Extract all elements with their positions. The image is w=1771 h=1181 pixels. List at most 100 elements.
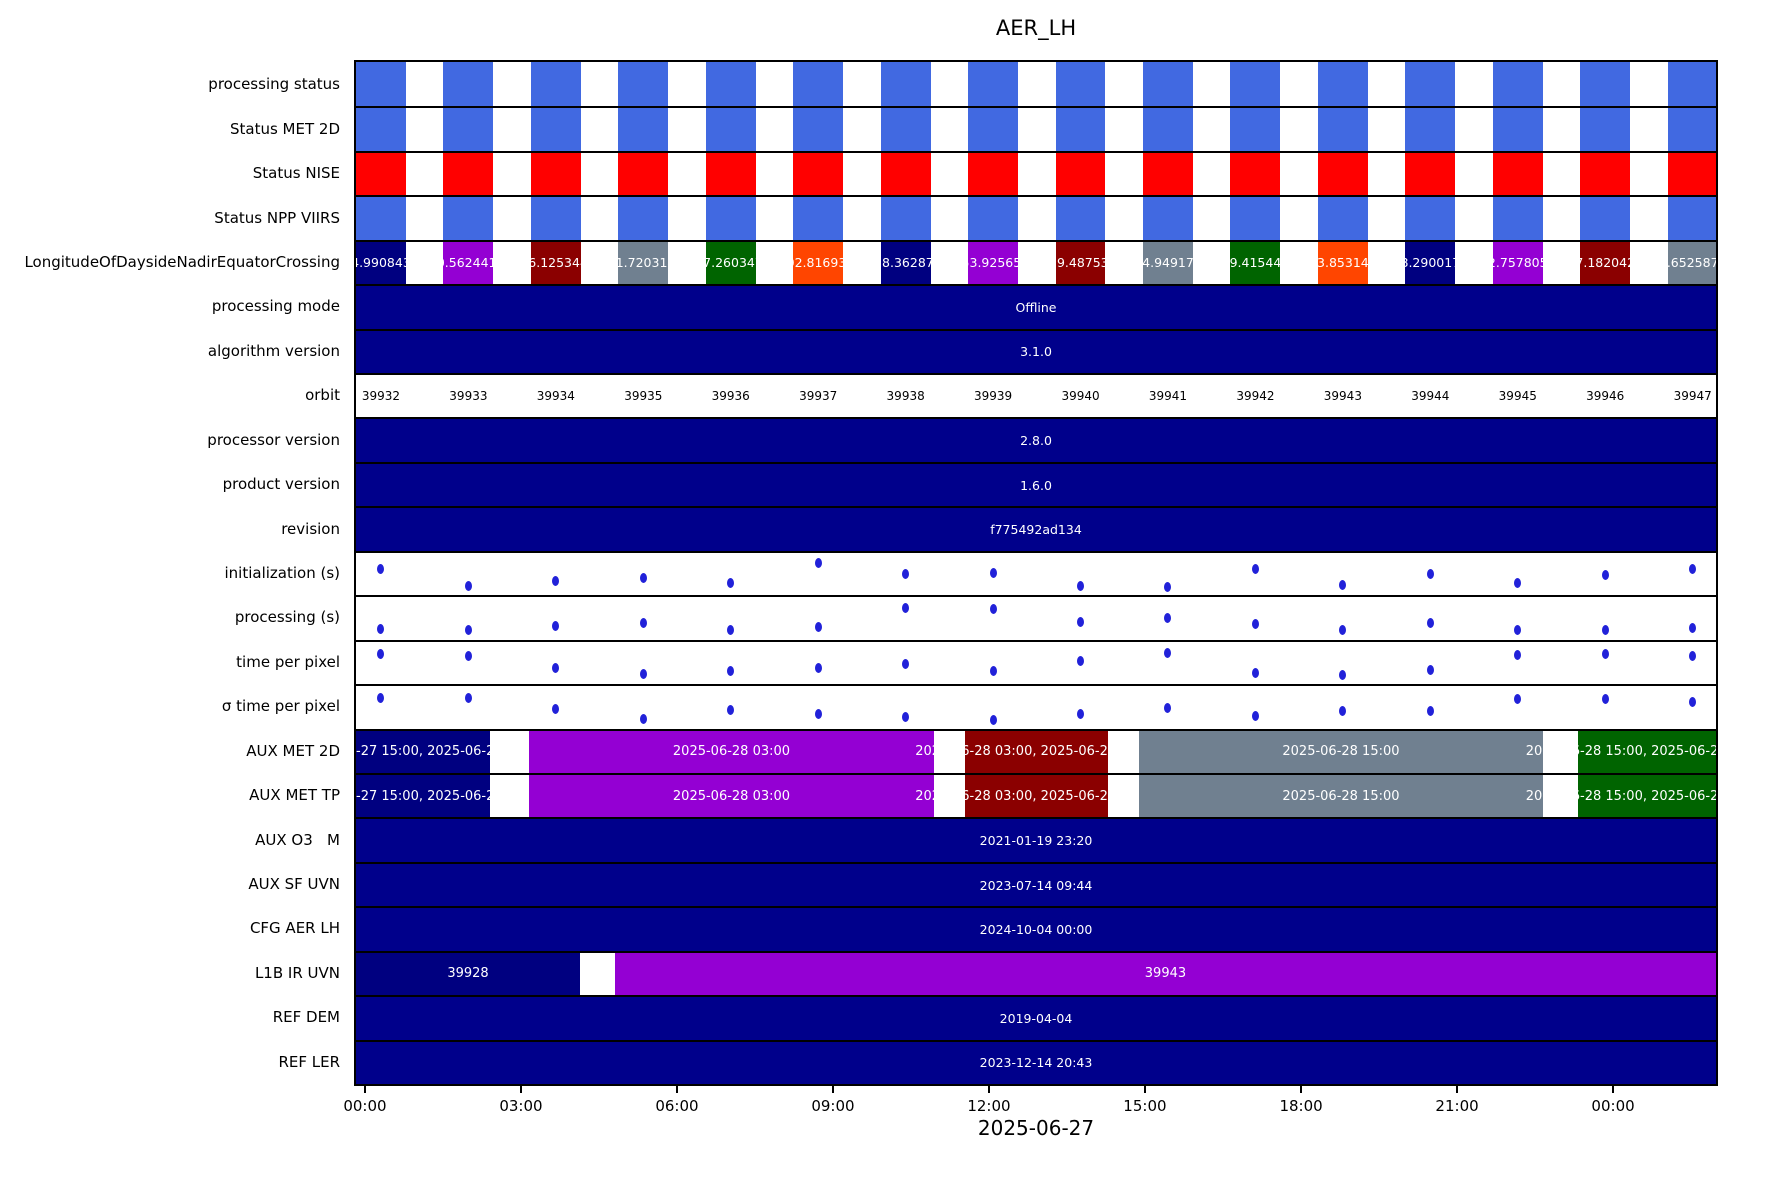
granule-block (1317, 62, 1368, 107)
granule-value: 78.2900177 (1392, 255, 1469, 271)
orbit-number: 39941 (1148, 389, 1188, 404)
granule-block (1143, 108, 1193, 151)
scatter-dot (902, 659, 910, 670)
granule-block: 154.9491732 (1126, 241, 1210, 285)
granule-block (1317, 108, 1368, 151)
orbit-number: 39933 (449, 389, 488, 404)
granule-block (443, 62, 494, 107)
full-row-bar: 2023-12-14 20:43 (356, 1041, 1716, 1084)
scatter-dot (377, 649, 385, 660)
scatter-dot (552, 621, 560, 632)
granule-block (356, 108, 406, 151)
granule-block (705, 62, 756, 107)
row-aux-sf-uvn: 2023-07-14 09:44 (356, 861, 1716, 907)
row-ref-ler: 2023-12-14 20:43 (356, 1039, 1716, 1084)
row-label-status-npp-viirs: Status NPP VIIRS (214, 208, 340, 227)
granule-block (1580, 62, 1631, 107)
plot-area: 24.9908435 -0.5624415 -26.1253448 -51.72031… (354, 60, 1718, 1086)
scatter-dot (989, 666, 997, 677)
row-label-l1b-ir-uvn: L1B IR UVN (254, 963, 340, 982)
orbit-number: 39942 (1236, 389, 1275, 404)
scatter-dot (814, 662, 822, 673)
granule-block (1143, 197, 1193, 240)
granule-block (1143, 152, 1193, 196)
full-row-value: 2023-12-14 20:43 (979, 1055, 1093, 1071)
row-label-aux-o3-m: AUX O3 M (255, 830, 340, 849)
scatter-dot (1601, 569, 1609, 580)
scatter-dot (639, 669, 647, 680)
row-label-product-version: product version (222, 475, 340, 494)
granule-block: 129.4154461 (1214, 241, 1297, 285)
scatter-dot (727, 624, 735, 635)
granule-block (793, 197, 844, 240)
granule-block (618, 62, 669, 107)
orbit-number: 39939 (973, 389, 1013, 404)
x-tick (1612, 1086, 1615, 1093)
granule-block (1405, 108, 1456, 151)
full-row-value: Offline (1015, 299, 1057, 315)
full-row-bar: 3.1.0 (356, 330, 1716, 374)
granule-block (618, 152, 669, 196)
granule-block: -51.7203149 (603, 241, 683, 285)
orbit-number: 39940 (1061, 389, 1100, 404)
granule-block (1055, 108, 1106, 151)
granule-block (1055, 152, 1106, 196)
scatter-dot (1339, 705, 1347, 716)
granule-block (1492, 197, 1543, 240)
full-row-bar: Offline (356, 286, 1716, 329)
file-span: 2025-06-28 15:00, 2025-06-29 03:00 (1526, 730, 1716, 773)
scatter-dot (1251, 711, 1259, 722)
scatter-dot (902, 568, 910, 579)
scatter-dot (1689, 697, 1697, 708)
orbit-number: 39936 (711, 389, 750, 404)
row-label-processor-version: processor version (207, 430, 340, 449)
scatter-dot (727, 577, 735, 588)
scatter-dot (814, 621, 822, 632)
full-row-value: 1.6.0 (1020, 477, 1052, 493)
scatter-dot (1164, 647, 1172, 658)
granule-value: -179.4875323 (1036, 255, 1125, 271)
row-label-processing-status: processing status (208, 75, 340, 94)
row-time-per-pixel (356, 639, 1716, 684)
scatter-dot (1514, 649, 1522, 660)
granule-block (356, 197, 406, 240)
row-label-initialization-s: initialization (s) (224, 564, 340, 582)
row-label-ref-dem: REF DEM (272, 1008, 340, 1027)
scatter-dot (1601, 649, 1609, 660)
row-label-processing-s: processing (s) (234, 608, 340, 627)
file-span-label: 2025-06-28 03:00, 2025-06-28 15:00 (915, 788, 1158, 804)
scatter-dot (1426, 568, 1434, 579)
scatter-dot (1164, 612, 1172, 623)
full-row-value: f775492ad134 (990, 522, 1082, 538)
row-label-status-nise: Status NISE (252, 164, 340, 183)
scatter-dot (1339, 669, 1347, 680)
x-tick (1143, 1086, 1146, 1093)
x-tick (1456, 1086, 1459, 1093)
granule-value: -51.7203149 (603, 255, 684, 271)
granule-block (356, 152, 406, 196)
granule-value: 1.6525878 (1658, 255, 1718, 271)
scatter-dot (1689, 623, 1697, 634)
row-processing-s (356, 595, 1716, 639)
granule-block: 24.9908435 (356, 241, 419, 285)
scatter-dot (1601, 625, 1609, 636)
scatter-dot (1077, 656, 1085, 667)
row-label-processing-mode: processing mode (211, 297, 340, 316)
full-row-bar: f775492ad134 (356, 508, 1716, 551)
row-initialization-s (356, 550, 1716, 595)
full-row-bar: 2023-07-14 09:44 (356, 863, 1716, 907)
file-span: 2025-06-27 15:00, 2025-06-28 03:00 (356, 730, 544, 773)
row-label-aux-met-2d: AUX MET 2D (246, 741, 340, 760)
granule-block (1055, 62, 1106, 107)
scatter-dot (639, 713, 647, 724)
row-label-cfg-aer-lh: CFG AER LH (249, 919, 340, 938)
granule-block (793, 152, 844, 196)
granule-block (880, 62, 931, 107)
row-l1b-ir-uvn: 39928 39943 (356, 950, 1716, 996)
granule-block (618, 108, 669, 151)
file-span-label: 2025-06-28 15:00 (1282, 744, 1400, 760)
full-row-value: 2021-01-19 23:20 (979, 833, 1093, 849)
file-span: 2025-06-28 03:00 (528, 774, 934, 818)
granule-value: 27.1820427 (1567, 255, 1643, 271)
scatter-dot (1077, 581, 1085, 592)
